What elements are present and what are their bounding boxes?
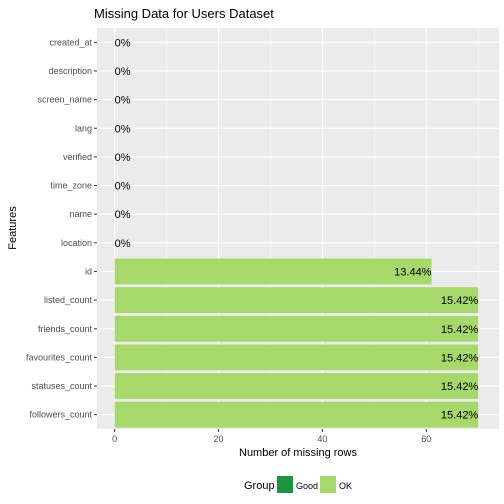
bar-friends_count bbox=[114, 315, 479, 342]
legend-title: Group bbox=[244, 480, 275, 492]
y-tick-label: favourites_count bbox=[26, 352, 93, 362]
data-label: 0% bbox=[115, 152, 131, 164]
legend-label-good: Good bbox=[296, 481, 318, 491]
data-label: 13.44% bbox=[394, 266, 432, 278]
bar-favourites_count bbox=[114, 344, 479, 371]
y-tick-label: statuses_count bbox=[31, 381, 92, 391]
y-tick-label: listed_count bbox=[44, 295, 93, 305]
legend-label-ok: OK bbox=[339, 481, 352, 491]
x-tick-label: 20 bbox=[214, 434, 224, 444]
data-label: 0% bbox=[115, 209, 131, 221]
x-tick-label: 60 bbox=[421, 434, 431, 444]
data-label: 0% bbox=[115, 95, 131, 107]
y-tick-label: description bbox=[48, 66, 92, 76]
data-label: 15.42% bbox=[441, 410, 479, 422]
x-tick-label: 40 bbox=[317, 434, 327, 444]
y-tick-label: name bbox=[69, 209, 92, 219]
y-tick-label: lang bbox=[75, 123, 92, 133]
data-label: 0% bbox=[115, 66, 131, 78]
data-label: 0% bbox=[115, 123, 131, 135]
y-tick-label: time_zone bbox=[50, 181, 92, 191]
bars bbox=[114, 258, 479, 428]
bar-id bbox=[114, 258, 432, 285]
data-label: 0% bbox=[115, 37, 131, 49]
bar-statuses_count bbox=[114, 373, 479, 399]
y-tick-label: followers_count bbox=[29, 410, 92, 420]
x-axis-title: Number of missing rows bbox=[239, 447, 357, 459]
legend: Group Good OK bbox=[244, 476, 352, 493]
data-labels: 0% 0% 0% 0% 0% 0% 0% 0% 13.44% 15.42% 15.42% 15.42%… bbox=[115, 37, 479, 421]
bar-listed_count bbox=[114, 287, 479, 313]
bar-followers_count bbox=[114, 401, 479, 428]
data-label: 15.42% bbox=[441, 324, 479, 336]
y-tick-label: location bbox=[61, 238, 92, 248]
y-tick-label: friends_count bbox=[38, 324, 93, 334]
y-tick-label: created_at bbox=[49, 37, 92, 47]
legend-key-ok bbox=[320, 476, 336, 493]
chart-title: Missing Data for Users Dataset bbox=[94, 6, 274, 21]
data-label: 0% bbox=[115, 238, 131, 250]
x-axis-tick-labels: 0 20 40 60 bbox=[112, 429, 431, 444]
y-tick-label: id bbox=[85, 266, 92, 276]
legend-key-good bbox=[277, 476, 293, 493]
y-tick-label: verified bbox=[63, 152, 92, 162]
data-label: 15.42% bbox=[441, 295, 479, 307]
y-tick-label: screen_name bbox=[37, 95, 92, 105]
data-label: 15.42% bbox=[441, 381, 479, 393]
y-axis-title: Features bbox=[7, 206, 19, 250]
data-label: 15.42% bbox=[441, 352, 479, 364]
x-tick-label: 0 bbox=[112, 434, 117, 444]
data-label: 0% bbox=[115, 181, 131, 193]
